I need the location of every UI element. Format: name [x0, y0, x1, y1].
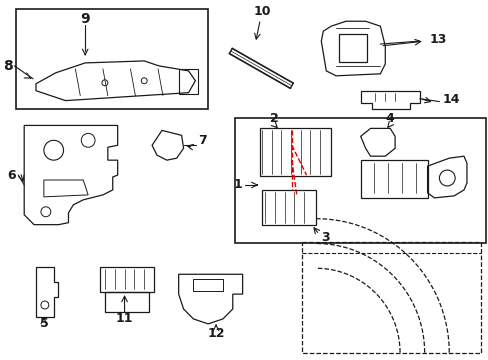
Bar	[178, 69, 198, 94]
Text: 6: 6	[8, 168, 16, 181]
Text: 8: 8	[2, 59, 12, 73]
Text: 11: 11	[116, 312, 133, 325]
Text: 14: 14	[442, 93, 459, 106]
Bar	[260, 129, 330, 176]
Text: 2: 2	[269, 112, 278, 125]
Text: 10: 10	[253, 5, 270, 18]
Text: 7: 7	[198, 134, 207, 147]
Bar	[16, 9, 208, 109]
Text: 4: 4	[385, 112, 394, 125]
Bar	[100, 267, 154, 292]
Bar	[338, 34, 366, 62]
Text: 3: 3	[321, 231, 329, 244]
Text: 13: 13	[428, 33, 446, 46]
Bar	[104, 292, 149, 312]
Bar	[234, 118, 485, 243]
Bar	[193, 279, 223, 291]
Text: 9: 9	[80, 12, 90, 26]
Text: 5: 5	[40, 318, 48, 330]
Bar	[301, 242, 480, 353]
Bar	[262, 190, 316, 225]
Text: 12: 12	[207, 327, 224, 340]
Text: 1: 1	[233, 179, 242, 192]
Bar	[360, 160, 427, 198]
